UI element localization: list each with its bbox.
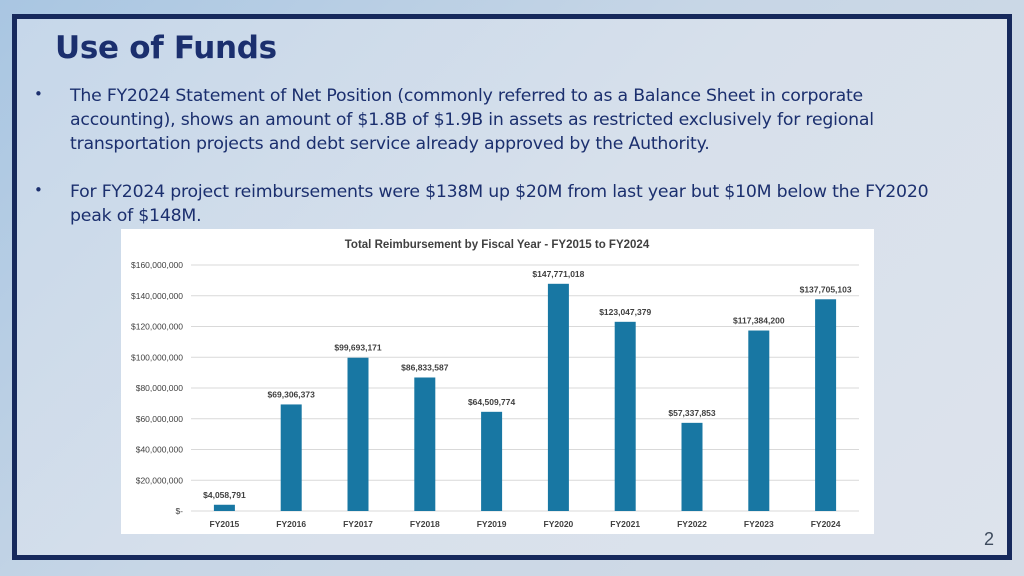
bullet-text: The FY2024 Statement of Net Position (co… [70, 86, 874, 154]
bar [481, 411, 503, 511]
bar [614, 321, 636, 511]
page-number: 2 [983, 529, 994, 549]
y-tick-label: $- [175, 506, 183, 516]
reimbursement-bar-chart: Total Reimbursement by Fiscal Year - FY2… [131, 239, 859, 529]
data-label: $123,047,379 [599, 307, 651, 317]
chart-container: Total Reimbursement by Fiscal Year - FY2… [121, 229, 874, 534]
data-label: $147,771,018 [532, 269, 584, 279]
bar [213, 504, 235, 511]
bar [815, 299, 837, 511]
y-tick-label: $140,000,000 [131, 291, 183, 301]
bar [347, 357, 369, 511]
bar [414, 377, 436, 511]
bar [748, 330, 770, 511]
data-label: $69,306,373 [268, 389, 316, 399]
y-tick-label: $120,000,000 [131, 322, 183, 332]
bar [547, 283, 569, 511]
bullet-list: • The FY2024 Statement of Net Position (… [34, 84, 964, 252]
bar [280, 404, 302, 511]
x-tick-label: FY2021 [610, 519, 640, 529]
y-tick-label: $80,000,000 [136, 383, 184, 393]
bullet-item: • The FY2024 Statement of Net Position (… [34, 84, 964, 156]
data-label: $4,058,791 [203, 490, 246, 500]
x-axis: FY2015 FY2016 FY2017 FY2018 FY2019 FY2020 FY20… [210, 519, 841, 529]
bullet-item: • For FY2024 project reimbursements were… [34, 180, 964, 228]
slide-title: Use of Funds [55, 30, 277, 66]
x-tick-label: FY2020 [544, 519, 574, 529]
data-label: $99,693,171 [334, 343, 382, 353]
x-tick-label: FY2023 [744, 519, 774, 529]
data-label: $57,337,853 [668, 408, 716, 418]
y-tick-label: $20,000,000 [136, 475, 184, 485]
y-tick-label: $100,000,000 [131, 352, 183, 362]
chart-title: Total Reimbursement by Fiscal Year - FY2… [345, 239, 650, 251]
data-label: $64,509,774 [468, 397, 516, 407]
y-axis: $- $20,000,000 $40,000,000 $60,000,000 $80,0… [131, 260, 183, 516]
x-tick-label: FY2022 [677, 519, 707, 529]
y-tick-label: $40,000,000 [136, 445, 184, 455]
bars [213, 283, 837, 511]
gridlines [191, 264, 859, 512]
bullet-marker: • [34, 85, 43, 103]
y-tick-label: $60,000,000 [136, 414, 184, 424]
data-label: $86,833,587 [401, 362, 449, 372]
bullet-marker: • [34, 181, 43, 199]
bar [681, 422, 703, 511]
x-tick-label: FY2019 [477, 519, 507, 529]
bullet-text: For FY2024 project reimbursements were $… [70, 182, 929, 226]
x-tick-label: FY2024 [811, 519, 841, 529]
x-tick-label: FY2017 [343, 519, 373, 529]
x-tick-label: FY2018 [410, 519, 440, 529]
x-tick-label: FY2015 [210, 519, 240, 529]
data-label: $137,705,103 [800, 284, 852, 294]
y-tick-label: $160,000,000 [131, 260, 183, 270]
data-label: $117,384,200 [733, 316, 785, 326]
data-labels: $4,058,791 $69,306,373 $99,693,171 $86,833,… [203, 269, 852, 500]
x-tick-label: FY2016 [276, 519, 306, 529]
